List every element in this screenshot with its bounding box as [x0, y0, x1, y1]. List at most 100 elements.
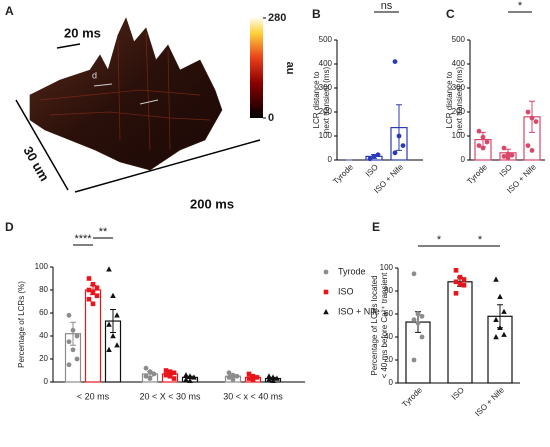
y-tick-label: 100	[35, 262, 49, 271]
data-point	[493, 316, 499, 322]
data-point	[230, 372, 236, 378]
data-point	[74, 333, 80, 339]
y-tick-label: 80	[39, 285, 48, 294]
y-tick-label: 0	[328, 155, 333, 164]
surface-plot	[15, 17, 261, 193]
y-axis-label: Percentage of LCRs located	[370, 275, 379, 375]
dimension-label: 30 um	[20, 144, 52, 184]
data-point	[501, 331, 507, 337]
legend-label: ISO + Nife	[338, 306, 380, 316]
data-point	[266, 373, 272, 379]
y-tick-label: 400	[452, 59, 466, 68]
data-point	[453, 291, 459, 296]
data-point	[457, 281, 463, 287]
data-point	[484, 139, 490, 145]
data-point	[497, 324, 503, 330]
data-point	[74, 356, 80, 362]
data-point	[143, 373, 149, 379]
error-bar	[396, 104, 402, 151]
data-point	[171, 370, 177, 376]
data-point	[400, 143, 406, 149]
error-bar	[70, 321, 76, 346]
data-point	[533, 119, 539, 124]
data-point	[163, 372, 169, 378]
y-tick-label: 80	[384, 286, 393, 295]
data-point	[505, 151, 511, 157]
data-point	[270, 374, 276, 380]
data-point	[266, 376, 272, 382]
data-point	[493, 334, 499, 340]
data-point	[411, 271, 417, 277]
y-tick-label: 200	[452, 107, 466, 116]
legend-marker	[323, 289, 329, 295]
data-point	[497, 293, 503, 299]
y-tick-label: 0	[389, 378, 394, 387]
data-point	[461, 282, 467, 288]
data-point	[270, 377, 276, 384]
x-tick-label: 30 < x < 40 ms	[223, 391, 283, 401]
data-point	[480, 134, 486, 140]
data-point	[250, 377, 256, 382]
data-point	[143, 365, 149, 371]
data-point	[246, 371, 252, 377]
data-point	[191, 374, 197, 380]
data-point	[453, 268, 459, 273]
data-point	[501, 308, 507, 314]
y-axis-label: LCR distance to	[445, 71, 454, 128]
data-point	[525, 109, 531, 115]
data-point	[110, 333, 116, 339]
data-point	[415, 311, 421, 317]
y-axis-label: LCR distance to	[312, 71, 321, 128]
x-tick-label: ISO	[498, 163, 514, 179]
data-point	[480, 145, 486, 151]
data-point	[167, 373, 173, 379]
data-point	[476, 143, 482, 149]
data-point	[461, 277, 467, 282]
data-point	[230, 377, 236, 383]
data-point	[90, 290, 96, 295]
data-point	[110, 292, 116, 298]
data-point	[415, 320, 421, 326]
y-axis-label: < 40 ms before Ca²⁺ transient	[380, 272, 389, 379]
panel-label: A	[5, 4, 14, 18]
y-tick-label: 100	[319, 131, 333, 140]
significance-label: *	[518, 0, 523, 12]
y-axis-label: Percentage of LCRs (%)	[17, 281, 26, 368]
y-tick-label: 500	[319, 35, 333, 44]
data-point	[226, 370, 232, 376]
legend-marker	[323, 309, 329, 315]
x-tick-label: 20 < X < 30 ms	[139, 391, 201, 401]
x-tick-label: ISO + Nife	[473, 385, 506, 418]
y-tick-label: 300	[452, 83, 466, 92]
data-point	[187, 373, 193, 379]
data-point	[493, 276, 499, 282]
y-tick-label: 60	[384, 309, 393, 318]
data-point	[254, 375, 260, 380]
data-point	[94, 285, 100, 290]
data-point	[86, 296, 92, 302]
dimension-label: 200 ms	[190, 196, 234, 211]
y-axis-label: next transient (ms)	[322, 67, 331, 134]
surface-label: d	[92, 70, 97, 80]
significance-label: *	[478, 234, 483, 246]
data-point	[90, 281, 96, 287]
y-tick-label: 40	[39, 331, 48, 340]
data-point	[187, 377, 193, 384]
panel-label: D	[5, 220, 14, 234]
data-point	[375, 152, 381, 158]
data-point	[114, 312, 120, 318]
data-point	[250, 373, 256, 379]
data-point	[70, 327, 76, 333]
data-point	[86, 287, 92, 293]
legend-label: ISO	[338, 286, 354, 296]
data-point	[274, 375, 280, 381]
data-point	[66, 312, 72, 318]
data-point	[171, 376, 177, 381]
panel-label: C	[446, 7, 455, 21]
data-point	[476, 128, 482, 134]
data-point	[509, 152, 515, 158]
y-tick-label: 300	[319, 83, 333, 92]
significance-label: ns	[381, 0, 393, 12]
data-point	[86, 276, 92, 281]
